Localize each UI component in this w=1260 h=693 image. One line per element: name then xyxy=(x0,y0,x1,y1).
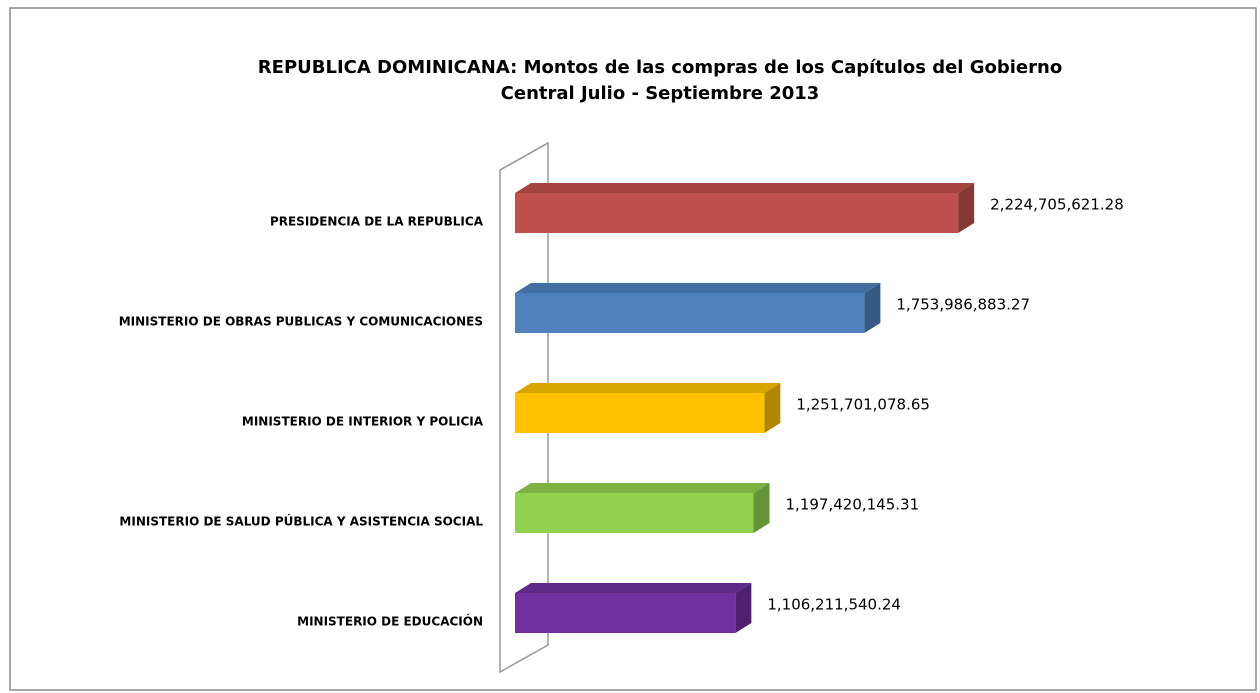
category-label: MINISTERIO DE EDUCACIÓN xyxy=(297,614,483,629)
bar-side xyxy=(735,583,752,633)
value-label: 1,106,211,540.24 xyxy=(767,596,901,614)
category-label: MINISTERIO DE INTERIOR Y POLICIA xyxy=(242,415,484,429)
bar-top xyxy=(515,583,752,593)
bar xyxy=(515,493,754,533)
category-label: MINISTERIO DE OBRAS PUBLICAS Y COMUNICAC… xyxy=(119,315,483,329)
bar xyxy=(515,393,765,433)
bar-side xyxy=(764,383,781,433)
chart-title: Central Julio - Septiembre 2013 xyxy=(501,83,820,104)
category-label: MINISTERIO DE SALUD PÚBLICA Y ASISTENCIA… xyxy=(119,514,483,529)
category-label: PRESIDENCIA DE LA REPUBLICA xyxy=(270,215,484,229)
bar-top xyxy=(515,483,770,493)
bar-side xyxy=(864,283,881,333)
bar-side xyxy=(753,483,770,533)
bar-top xyxy=(515,283,881,293)
bar xyxy=(515,193,959,233)
bar xyxy=(515,593,736,633)
value-label: 2,224,705,621.28 xyxy=(990,196,1124,214)
chart-title: REPUBLICA DOMINICANA: Montos de las comp… xyxy=(258,57,1062,78)
chart-border xyxy=(9,7,1257,691)
value-label: 1,197,420,145.31 xyxy=(786,496,920,514)
bar-top xyxy=(515,183,975,193)
bar xyxy=(515,293,865,333)
value-label: 1,753,986,883.27 xyxy=(896,296,1030,314)
bar-side xyxy=(958,183,975,233)
axis-wall-edge xyxy=(499,142,549,171)
value-label: 1,251,701,078.65 xyxy=(796,396,930,414)
bar-top xyxy=(515,383,781,393)
